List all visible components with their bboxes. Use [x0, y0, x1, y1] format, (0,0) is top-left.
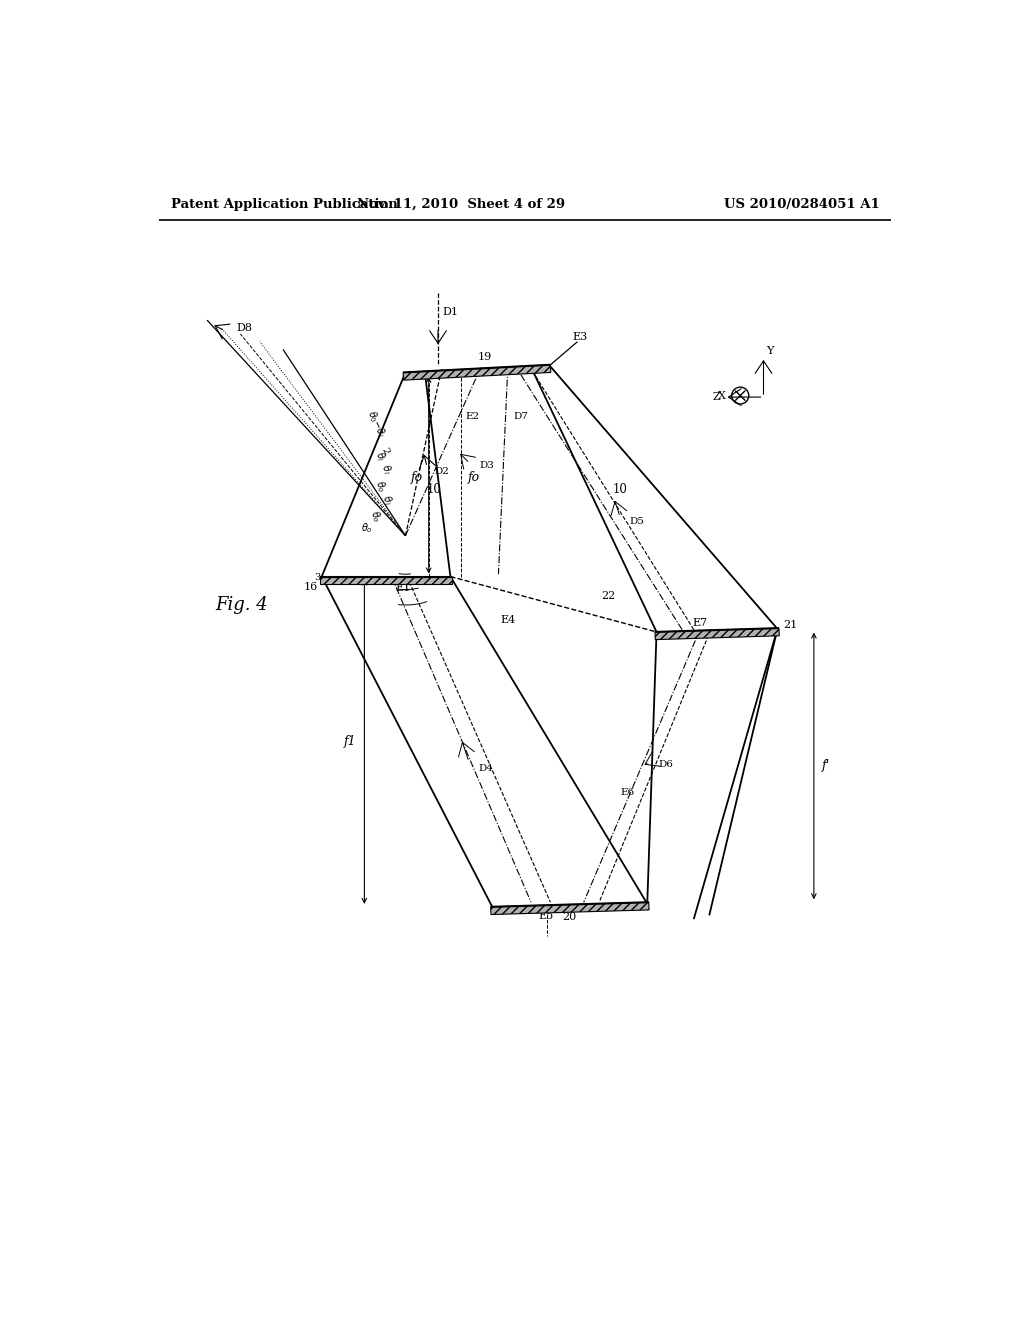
Text: 22: 22: [601, 591, 615, 601]
Text: E2: E2: [465, 412, 479, 421]
Text: 21: 21: [783, 620, 797, 630]
Text: Y: Y: [767, 346, 774, 356]
Text: E4: E4: [500, 615, 515, 626]
Text: 19: 19: [477, 352, 492, 362]
Text: E5: E5: [539, 911, 554, 921]
Text: E1: E1: [395, 583, 411, 593]
Text: D6: D6: [658, 760, 674, 768]
Text: 10: 10: [427, 483, 441, 496]
Text: D5: D5: [630, 516, 644, 525]
Text: $\theta_o$: $\theta_o$: [360, 521, 373, 535]
Text: D8: D8: [237, 323, 253, 333]
Text: D7: D7: [514, 412, 528, 421]
Text: 2: 2: [380, 446, 391, 455]
Text: 10: 10: [612, 483, 628, 496]
Text: 16: 16: [304, 582, 318, 591]
Text: $\theta_o$: $\theta_o$: [368, 508, 385, 525]
Text: Patent Application Publication: Patent Application Publication: [171, 198, 397, 211]
Text: f': f': [821, 759, 829, 772]
Text: $\theta_0$$-$$\theta_i$: $\theta_0$$-$$\theta_i$: [364, 408, 388, 440]
Text: X: X: [719, 391, 726, 400]
Text: $\theta_o$  $\theta_i$: $\theta_o$ $\theta_i$: [372, 478, 395, 508]
Text: $\theta_i$  $\theta_i$: $\theta_i$ $\theta_i$: [373, 449, 395, 477]
Text: Nov. 11, 2010  Sheet 4 of 29: Nov. 11, 2010 Sheet 4 of 29: [357, 198, 565, 211]
Text: E3: E3: [572, 333, 588, 342]
Text: US 2010/0284051 A1: US 2010/0284051 A1: [724, 198, 880, 211]
Text: E7: E7: [692, 618, 708, 628]
Polygon shape: [321, 577, 452, 585]
Text: f1: f1: [344, 735, 356, 748]
Text: 20: 20: [562, 912, 577, 921]
Polygon shape: [403, 364, 551, 380]
Text: E6: E6: [621, 788, 635, 797]
Text: D3: D3: [480, 461, 495, 470]
Polygon shape: [655, 628, 779, 640]
Text: Fig. 4: Fig. 4: [215, 597, 267, 614]
Text: D1: D1: [442, 308, 459, 317]
Text: fo: fo: [467, 471, 479, 484]
Text: D4: D4: [478, 764, 494, 772]
Text: fo: fo: [411, 471, 423, 484]
Text: 3: 3: [314, 573, 321, 582]
Polygon shape: [490, 903, 649, 915]
Text: Z: Z: [713, 392, 720, 403]
Text: D2: D2: [434, 466, 449, 475]
